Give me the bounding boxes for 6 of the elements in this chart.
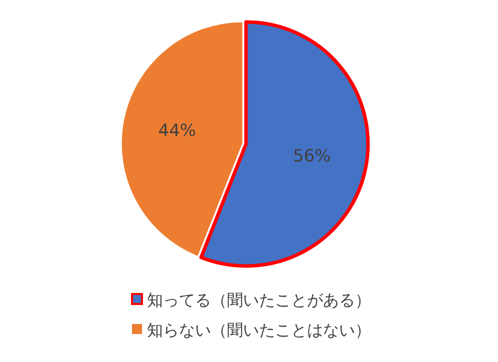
pie-slice: [120, 20, 244, 258]
legend-label: 知らない（聞いたことはない）: [147, 320, 371, 340]
pie-slice: [199, 20, 370, 268]
data-label: 56%: [293, 146, 331, 167]
data-label: 44%: [158, 120, 196, 141]
legend-label: 知ってる（聞いたことがある）: [147, 290, 371, 310]
